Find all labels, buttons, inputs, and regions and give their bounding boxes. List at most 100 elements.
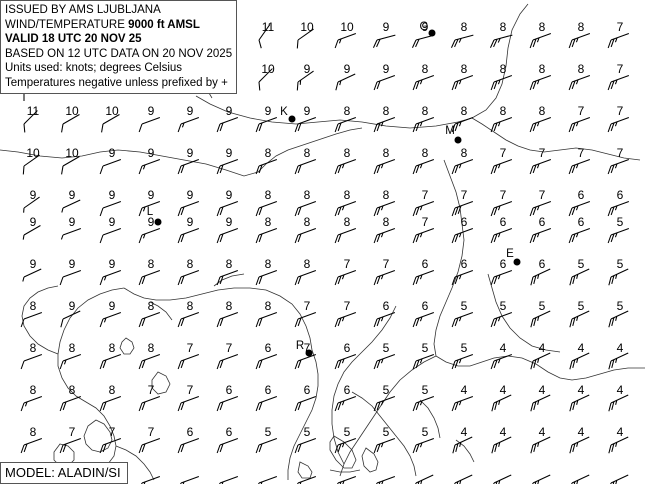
barb-full <box>572 401 576 411</box>
barb-full <box>177 360 182 370</box>
barb-full <box>138 276 143 286</box>
barb-full <box>60 318 64 328</box>
barb-full <box>337 233 342 243</box>
barb-shaft <box>102 201 122 209</box>
barb-full <box>533 443 537 453</box>
barb-full <box>493 206 498 216</box>
barb-full <box>530 318 534 328</box>
barb-full <box>334 318 339 328</box>
barb-full <box>141 443 146 453</box>
header-based-on-data: BASED ON 12 UTC DATA ON 20 NOV 2025 <box>5 47 233 60</box>
wind-barb <box>569 352 590 370</box>
barb-full <box>258 443 263 453</box>
wind-barb <box>219 476 239 484</box>
barb-half <box>458 121 462 127</box>
wind-barb <box>568 117 591 133</box>
barb-full <box>260 481 263 484</box>
station-dot[interactable] <box>154 218 162 226</box>
wind-barb <box>373 117 396 133</box>
station-dot[interactable] <box>513 258 521 266</box>
island-path <box>151 371 171 395</box>
wind-barb <box>177 396 200 412</box>
wind-barb <box>490 312 513 328</box>
barb-full <box>490 318 495 328</box>
station-dot[interactable] <box>428 29 436 37</box>
barb-full <box>297 275 302 285</box>
barb-half <box>498 442 501 447</box>
barb-full <box>415 443 420 453</box>
wind-barb <box>138 159 161 175</box>
barb-full <box>23 443 28 453</box>
wind-barb <box>138 312 161 328</box>
coast-path <box>115 445 155 481</box>
barb-half <box>614 121 618 127</box>
barb-full <box>415 317 420 327</box>
barb-half <box>536 232 540 238</box>
barb-full <box>376 233 381 243</box>
barb-full <box>569 318 573 328</box>
wind-barb <box>454 474 473 484</box>
wind-barb <box>490 159 513 175</box>
barb-full <box>490 165 495 175</box>
barb-full <box>216 165 221 175</box>
barb-half <box>419 316 423 322</box>
barb-full <box>255 234 260 244</box>
barb-full <box>294 444 299 454</box>
barb-full <box>102 359 107 369</box>
barb-full <box>532 80 537 90</box>
barb-full <box>610 164 615 174</box>
barb-full <box>412 234 417 244</box>
station-dot[interactable] <box>305 349 313 357</box>
barb-full <box>99 360 104 370</box>
wind-barb <box>532 474 551 484</box>
barb-half <box>614 163 618 169</box>
barb-half <box>537 316 540 321</box>
barb-full <box>180 317 185 327</box>
wind-barb <box>216 396 239 412</box>
barb-full <box>221 481 224 484</box>
barb-half <box>103 317 107 323</box>
barb-full <box>490 123 495 133</box>
wind-barb <box>216 438 239 454</box>
barb-full <box>20 318 25 328</box>
barb-full <box>216 123 221 133</box>
barb-full <box>532 122 537 132</box>
wind-barb <box>138 117 161 133</box>
station-label: M <box>445 125 455 137</box>
island-path <box>297 461 313 479</box>
barb-full <box>219 206 224 216</box>
wind-barb <box>334 354 357 370</box>
station-dot[interactable] <box>454 136 462 144</box>
barb-full <box>177 123 182 133</box>
barb-half <box>537 274 540 279</box>
barb-full <box>493 233 498 243</box>
wind-barb <box>216 354 239 370</box>
wind-barb <box>530 394 551 412</box>
barb-full <box>216 234 221 244</box>
barb-full <box>99 318 104 328</box>
barb-shaft <box>62 156 80 167</box>
wind-barb <box>177 228 200 244</box>
barb-half <box>380 274 384 280</box>
barb-half <box>497 274 501 280</box>
station-dot[interactable] <box>288 115 296 123</box>
barb-full <box>20 444 25 454</box>
barb-half <box>576 358 579 363</box>
barb-half <box>458 79 462 85</box>
wind-barb <box>412 396 435 412</box>
barb-full <box>608 318 612 328</box>
barb-full <box>451 276 456 286</box>
barb-full <box>417 481 420 484</box>
barb-full <box>294 123 299 133</box>
barb-full <box>141 401 146 411</box>
border-path <box>487 273 561 353</box>
barb-full <box>532 164 537 174</box>
barb-full <box>337 206 342 216</box>
barb-full <box>572 443 576 453</box>
wind-barb <box>177 354 200 370</box>
barb-full <box>571 233 576 243</box>
barb-full <box>294 402 299 412</box>
barb-half <box>537 400 540 405</box>
barb-full <box>412 276 417 286</box>
